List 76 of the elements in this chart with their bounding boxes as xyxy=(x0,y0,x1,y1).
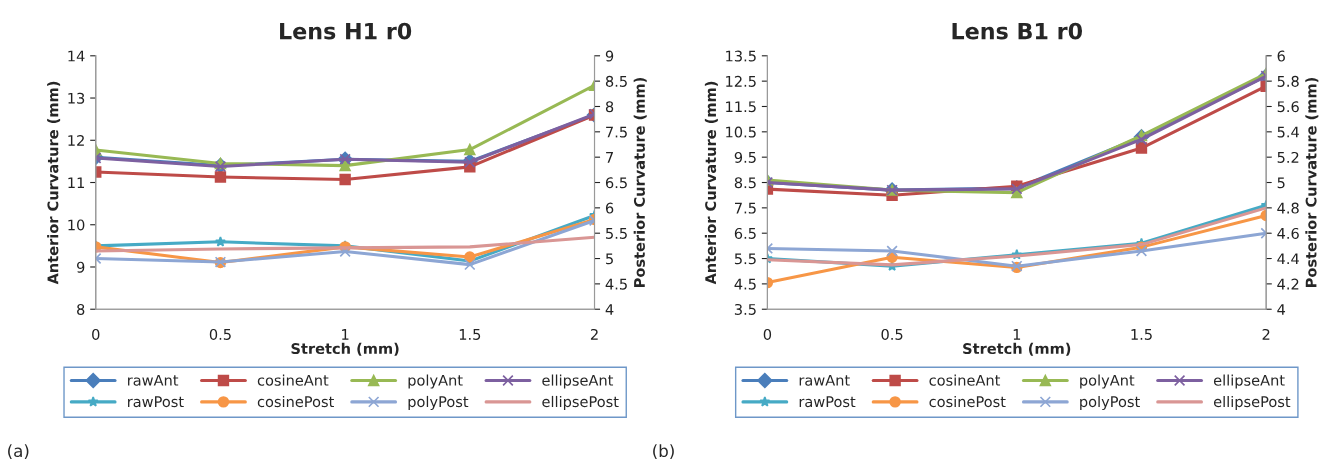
y-tick-label: 11.5 xyxy=(726,101,756,113)
y2-tick-label: 4.4 xyxy=(1277,253,1299,265)
y-tick-label: 9.5 xyxy=(734,151,756,163)
legend-label: cosineAnt xyxy=(257,374,329,386)
y2-tick-label: 6 xyxy=(1277,50,1285,62)
y-tick-label: 7.5 xyxy=(735,202,756,214)
legend-label: polyAnt xyxy=(408,374,463,389)
y2-tick-label: 6 xyxy=(605,202,614,214)
x-tick-label: 1 xyxy=(342,329,349,340)
legend-label: polyPost xyxy=(408,395,469,411)
x-tick-label: 0 xyxy=(92,328,100,340)
y-tick-label: 4.5 xyxy=(734,278,756,290)
y2-tick-label: 4.2 xyxy=(1277,278,1299,290)
legend-label: cosinePost xyxy=(257,395,334,408)
y-tick-label: 9 xyxy=(76,261,85,273)
y2-tick-label: 4.5 xyxy=(605,278,627,290)
x-tick-label: 0.5 xyxy=(881,328,903,340)
x-tick-label: 2 xyxy=(1262,328,1270,340)
legend-label: cosineAnt xyxy=(929,374,1001,386)
y-axis-title: Anterior Curvature (mm) xyxy=(47,81,61,285)
x-tick-label: 0 xyxy=(763,328,772,340)
y-axis-title: Anterior Curvature (mm) xyxy=(704,81,718,285)
legend-label: ellipseAnt xyxy=(1213,374,1285,389)
text: (a) xyxy=(8,444,29,460)
y2-tick-label: 4 xyxy=(605,304,614,315)
text: (b) xyxy=(653,444,674,460)
y-tick-label: 8.5 xyxy=(734,177,756,189)
x-tick-label: 1.5 xyxy=(459,329,481,340)
x-tick-label: 2 xyxy=(590,328,598,340)
x-axis-title: Stretch (mm) xyxy=(963,342,1071,356)
legend-label: ellipseAnt xyxy=(542,374,614,389)
y2-tick-label: 5 xyxy=(1277,177,1285,189)
x-axis-title: Stretch (mm) xyxy=(291,342,399,356)
legend-label: polyPost xyxy=(1080,395,1140,411)
y2-tick-label: 7.5 xyxy=(606,126,627,138)
y2-tick-label: 5.5 xyxy=(606,228,627,239)
y-tick-label: 8 xyxy=(77,303,85,315)
x-tick-label: 1 xyxy=(1013,329,1021,340)
y-tick-label: 3.5 xyxy=(734,303,756,315)
legend-label: rawPost xyxy=(128,396,184,408)
legend-label: ellipsePost xyxy=(1213,395,1291,411)
y-tick-label: 6.5 xyxy=(734,227,756,239)
y2-tick-label: 8 xyxy=(605,101,614,113)
x-tick-label: 1.5 xyxy=(1131,329,1152,340)
y-tick-label: 10.5 xyxy=(726,126,756,138)
legend-label: polyAnt xyxy=(1080,374,1135,389)
y-tick-label: 12.5 xyxy=(726,75,756,87)
y2-tick-label: 8.5 xyxy=(605,75,627,87)
y-tick-label: 14 xyxy=(68,50,85,62)
y2-tick-label: 5.8 xyxy=(1277,75,1299,87)
y-tick-label: 11 xyxy=(68,177,84,189)
y-tick-label: 10 xyxy=(68,219,85,231)
legend-label: rawPost xyxy=(799,396,856,408)
y-tick-label: 13 xyxy=(68,92,85,104)
y2-tick-label: 9 xyxy=(605,50,614,62)
y-tick-label: 12 xyxy=(68,134,84,146)
y2-tick-label: 7 xyxy=(606,152,613,163)
y2-tick-label: 4.6 xyxy=(1277,227,1299,239)
y2-tick-label: 5.2 xyxy=(1277,151,1299,163)
y2-tick-label: 5.6 xyxy=(1277,101,1299,113)
chart-title: Lens H1 r0 xyxy=(280,22,412,40)
y-tick-label: 13.5 xyxy=(726,50,756,62)
y2-tick-label: 5.4 xyxy=(1277,126,1299,138)
y2-tick-label: 6.5 xyxy=(605,177,627,189)
y2-tick-label: 4 xyxy=(1277,304,1286,315)
legend-label: ellipsePost xyxy=(542,395,619,411)
chart-title: Lens B1 r0 xyxy=(952,22,1083,40)
y2-axis-title: Posterior Curvature (mm) xyxy=(633,77,647,287)
legend-label: rawAnt xyxy=(799,374,850,386)
y2-tick-label: 4.8 xyxy=(1277,202,1299,214)
y-tick-label: 5.5 xyxy=(734,253,756,265)
legend-label: cosinePost xyxy=(929,395,1006,408)
y2-axis-title: Posterior Curvature (mm) xyxy=(1305,77,1319,287)
y2-tick-label: 5 xyxy=(606,253,613,265)
legend-label: rawAnt xyxy=(128,374,179,386)
x-tick-label: 0.5 xyxy=(209,328,231,340)
